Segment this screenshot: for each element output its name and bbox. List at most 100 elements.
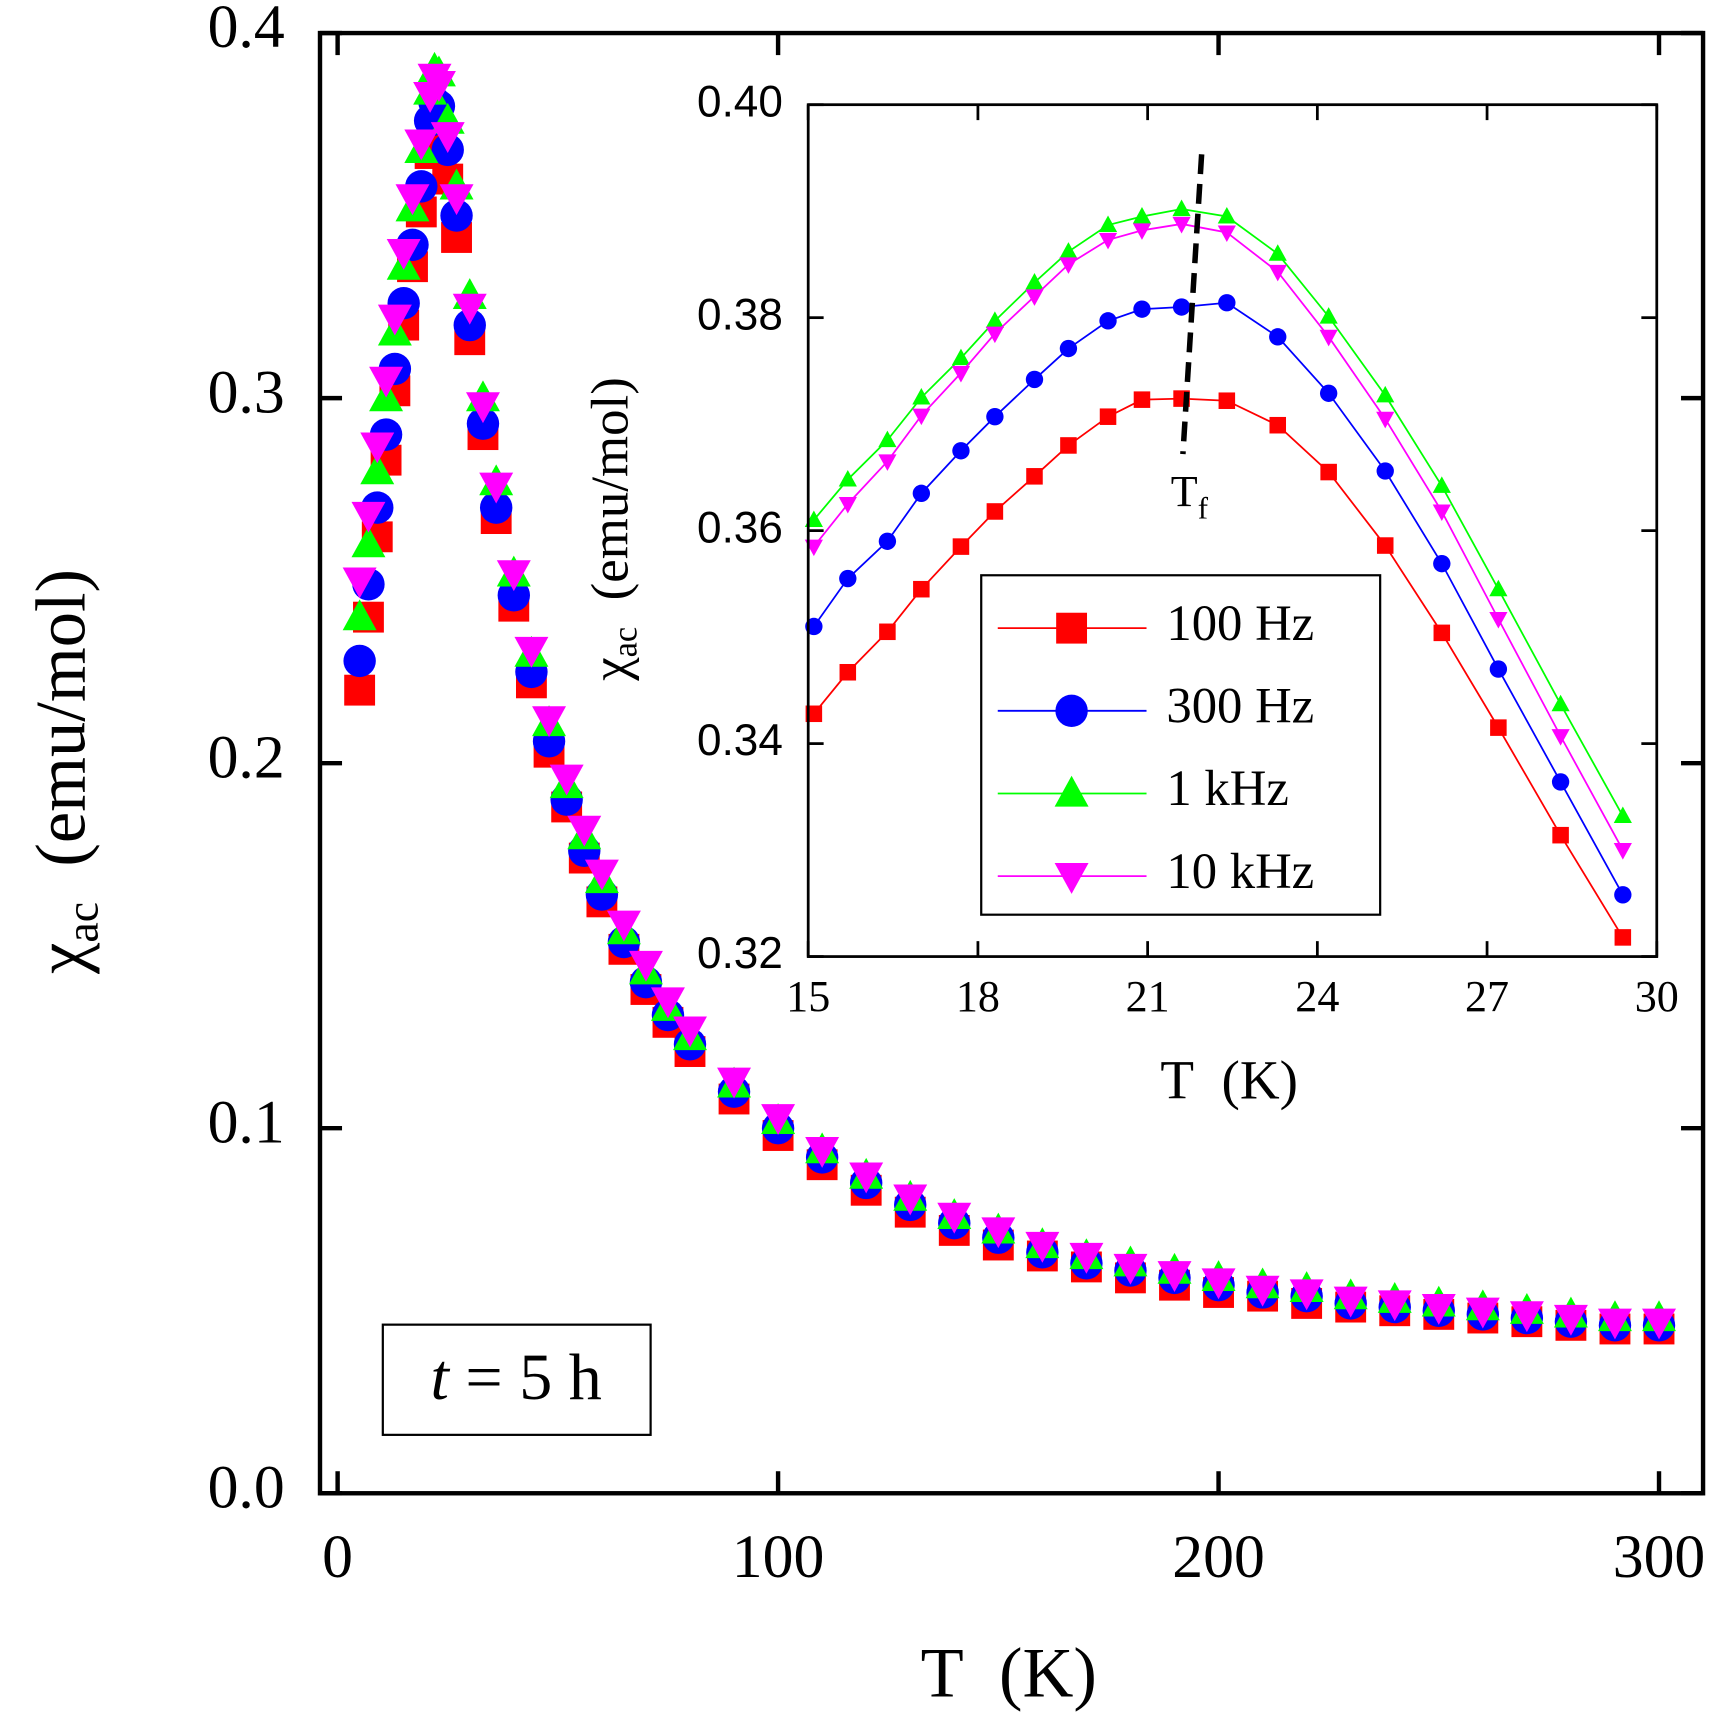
marker-triangle-up bbox=[1551, 694, 1570, 712]
x-tick-label: 0 bbox=[322, 1523, 353, 1591]
y-tick-label: 0.4 bbox=[208, 0, 285, 61]
legend-box bbox=[980, 574, 1382, 916]
y-axis-unit: (emu/mol) bbox=[23, 569, 101, 867]
marker-square bbox=[1218, 392, 1236, 409]
x-axis-symbol: T bbox=[1160, 1049, 1194, 1110]
marker-triangle-down bbox=[1025, 289, 1044, 306]
marker-square bbox=[1490, 719, 1507, 736]
marker-triangle-down bbox=[342, 567, 377, 599]
marker-triangle-down bbox=[369, 366, 404, 398]
marker-triangle-up bbox=[912, 388, 931, 405]
y-tick-label: 0.36 bbox=[697, 503, 783, 552]
legend-label: 100 Hz bbox=[1166, 595, 1314, 651]
annotation-box bbox=[381, 1323, 652, 1436]
annotation-text: = 5 h bbox=[465, 1341, 601, 1414]
y-axis-unit: (emu/mol) bbox=[581, 377, 639, 600]
axes-frame bbox=[806, 103, 1659, 958]
legend: 100 Hz 300 Hz 1 kHz 10 kHz bbox=[997, 595, 1314, 899]
marker-square bbox=[879, 623, 896, 641]
y-tick-label: 0.1 bbox=[208, 1088, 285, 1156]
marker-circle bbox=[1551, 773, 1570, 791]
x-tick-label: 24 bbox=[1295, 972, 1339, 1021]
marker-triangle-down bbox=[1432, 504, 1451, 521]
marker-triangle-down bbox=[1489, 611, 1508, 629]
marker-triangle-down bbox=[395, 184, 430, 216]
y-axis-symbol: χ bbox=[23, 943, 101, 975]
x-axis-symbol: T bbox=[921, 1635, 964, 1713]
marker-triangle-up bbox=[1613, 806, 1632, 824]
marker-triangle-down bbox=[1217, 225, 1236, 242]
marker-triangle-up bbox=[1489, 579, 1508, 597]
marker-square bbox=[344, 674, 376, 706]
marker-square bbox=[1320, 463, 1337, 481]
marker-triangle-down bbox=[532, 706, 567, 738]
marker-circle bbox=[1614, 886, 1632, 904]
x-tick-label: 300 bbox=[1613, 1523, 1706, 1591]
x-tick-label: 100 bbox=[732, 1523, 825, 1591]
series bbox=[804, 216, 1632, 860]
marker-circle bbox=[343, 644, 376, 678]
marker-triangle-down bbox=[567, 815, 602, 847]
marker-square bbox=[839, 663, 857, 681]
marker-triangle-up bbox=[1172, 199, 1191, 217]
marker-triangle-up bbox=[985, 311, 1004, 328]
marker-circle bbox=[839, 569, 857, 588]
marker-square bbox=[805, 705, 823, 723]
series bbox=[805, 390, 1632, 946]
marker-circle bbox=[878, 532, 897, 550]
marker-triangle-down bbox=[878, 454, 897, 471]
marker-triangle-down bbox=[1157, 1261, 1192, 1292]
y-axis-label: χac (emu/mol) bbox=[23, 569, 107, 975]
marker-triangle-down bbox=[1172, 216, 1191, 234]
x-tick-label: 30 bbox=[1635, 972, 1679, 1021]
marker-triangle-up bbox=[1432, 476, 1451, 493]
marker-triangle-up bbox=[878, 430, 897, 448]
marker-triangle-down bbox=[1201, 1268, 1236, 1300]
y-axis-sub: ac bbox=[606, 627, 644, 658]
marker-circle bbox=[1025, 370, 1044, 389]
marker-triangle-down bbox=[981, 1217, 1016, 1249]
marker-circle bbox=[440, 199, 473, 232]
marker-square bbox=[952, 538, 970, 555]
legend-label: 300 Hz bbox=[1166, 677, 1314, 733]
marker-triangle-up bbox=[351, 526, 386, 558]
marker-square bbox=[1060, 437, 1077, 454]
marker-square bbox=[1056, 612, 1088, 644]
marker-triangle-down bbox=[893, 1184, 928, 1216]
marker-triangle-down bbox=[673, 1016, 707, 1048]
marker-square bbox=[1099, 408, 1117, 425]
marker-triangle-down bbox=[452, 293, 487, 325]
marker-triangle-down bbox=[360, 432, 395, 464]
marker-triangle-up bbox=[342, 599, 377, 631]
x-axis-label: T (K) bbox=[921, 1635, 1097, 1713]
marker-triangle-down bbox=[1132, 223, 1152, 240]
marker-triangle-down bbox=[985, 326, 1004, 344]
marker-triangle-down bbox=[849, 1162, 884, 1194]
marker-triangle-down bbox=[496, 560, 531, 592]
marker-circle bbox=[1269, 328, 1287, 346]
marker-triangle-down bbox=[1245, 1275, 1280, 1307]
y-tick-label: 0.38 bbox=[697, 290, 783, 339]
marker-triangle-down bbox=[1333, 1286, 1368, 1318]
marker-triangle-up bbox=[1376, 385, 1395, 403]
marker-circle bbox=[1319, 384, 1338, 402]
marker-triangle-down bbox=[1465, 1297, 1500, 1329]
marker-triangle-down bbox=[838, 496, 857, 514]
marker-triangle-down bbox=[1319, 329, 1338, 347]
marker-triangle-down bbox=[1509, 1301, 1544, 1333]
inset-plot: 0.32 0.34 0.36 0.38 0.40 15 18 21 24 27 30 T (K) χac (… bbox=[581, 77, 1678, 1110]
marker-square bbox=[1614, 929, 1632, 946]
marker-triangle-down bbox=[1551, 729, 1570, 746]
marker-triangle-down bbox=[1289, 1279, 1324, 1311]
tf-label: Tf bbox=[1171, 467, 1209, 525]
y-tick-label: 0.3 bbox=[208, 358, 285, 426]
marker-circle bbox=[1133, 300, 1151, 318]
y-tick-label: 0.2 bbox=[208, 723, 285, 791]
marker-triangle-down bbox=[1059, 257, 1078, 274]
annotation-var: t bbox=[430, 1341, 450, 1414]
marker-triangle-down bbox=[430, 122, 465, 154]
y-tick-label: 0.32 bbox=[697, 929, 783, 978]
legend-label: 10 kHz bbox=[1166, 843, 1314, 899]
marker-triangle-down bbox=[584, 859, 619, 891]
